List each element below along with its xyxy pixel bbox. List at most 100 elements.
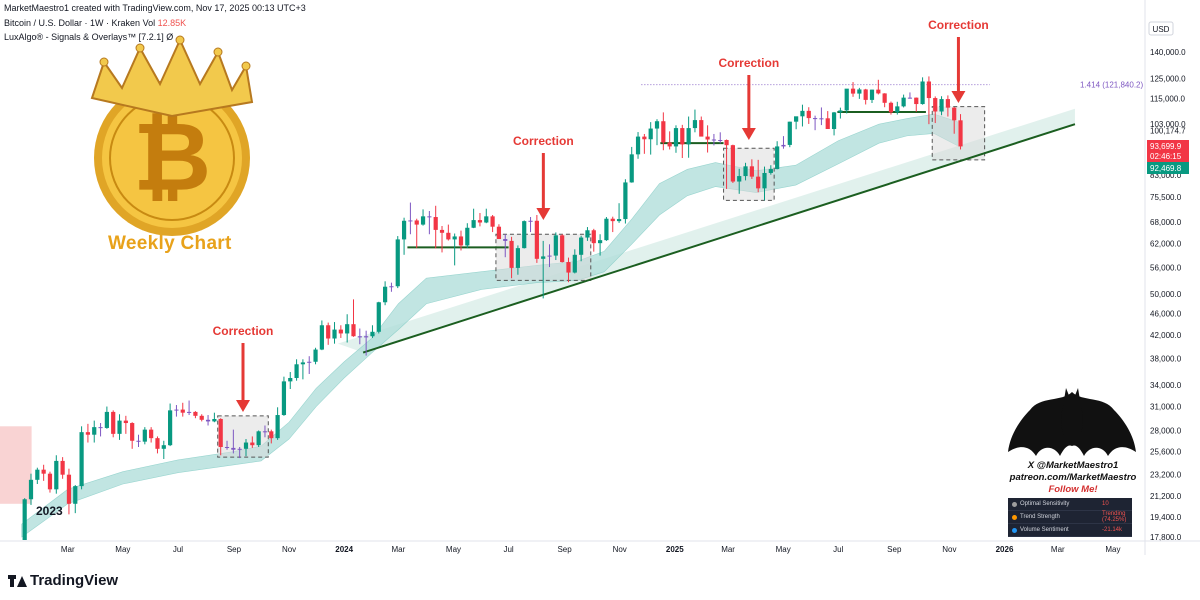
indicator-line[interactable]: LuxAlgo® - Signals & Overlays™ [7.2.1] Ø [4, 32, 174, 42]
candle [597, 234, 603, 256]
candle [585, 227, 590, 241]
candle-body [781, 144, 786, 147]
table-row: Trend Strength Trending (74.25%) [1008, 511, 1132, 524]
currency-box[interactable] [1148, 21, 1174, 36]
candle-body [477, 220, 483, 223]
candle [117, 414, 122, 440]
correction-label-3: Correction [719, 56, 780, 70]
candle [882, 93, 887, 108]
row-name: Trend Strength [1020, 514, 1060, 520]
candle-body [560, 235, 565, 263]
candle [895, 101, 900, 115]
candle-body [275, 415, 280, 439]
candle [111, 410, 116, 438]
candle-body [566, 262, 571, 273]
candle-body [591, 230, 596, 244]
candle-body [775, 146, 780, 170]
candle [604, 217, 609, 241]
time-tick-label: May [1105, 545, 1120, 554]
bat-body [1061, 398, 1083, 442]
candle [711, 133, 717, 146]
countdown-value: 02:46:15 [1150, 152, 1182, 161]
candle-body [370, 331, 375, 337]
price-tick-label: 125,000.0 [1150, 75, 1186, 84]
candle [787, 121, 792, 148]
candle-body [237, 448, 242, 450]
candle [401, 217, 407, 255]
candle-body [635, 136, 641, 155]
price-tick-label: 68,000.0 [1150, 218, 1182, 227]
price-tick-label: 115,000.0 [1150, 94, 1186, 103]
candle [465, 223, 470, 249]
candle-body [357, 336, 362, 338]
candle-body [326, 325, 331, 339]
candle-body [174, 409, 179, 411]
candle [205, 415, 211, 426]
candle-body [161, 445, 166, 449]
candle [515, 245, 520, 275]
price-tick-label: 46,000.0 [1150, 310, 1182, 319]
candle [250, 436, 255, 448]
band-price-tag: 92,469.8 [1147, 162, 1189, 174]
candle-body [420, 216, 426, 225]
correction-arrow-icon [741, 128, 756, 140]
candle-body [648, 128, 653, 140]
candle [389, 282, 394, 292]
candle [926, 76, 932, 125]
candle [54, 455, 59, 494]
row-value: Trending (74.25%) [1102, 511, 1127, 523]
candle [458, 230, 464, 251]
candle [667, 131, 672, 150]
candle-body [300, 362, 306, 365]
trendline [362, 123, 1076, 354]
tradingview-logo[interactable]: TradingView [8, 572, 118, 589]
candle-body [389, 286, 394, 288]
price-tick-label: 56,000.0 [1150, 263, 1182, 272]
candle [376, 301, 381, 334]
candle-body [383, 286, 388, 303]
candle-body [117, 420, 122, 434]
candle-body [787, 121, 792, 145]
candle [560, 234, 565, 263]
correction-label-4: Correction [928, 18, 989, 32]
price-tick-label: 19,400.0 [1150, 513, 1182, 522]
candle-body [186, 411, 192, 413]
bat-ears [1064, 388, 1080, 400]
candle [193, 411, 198, 419]
candle [357, 328, 362, 345]
crown-jewel [213, 47, 223, 57]
candle-body [395, 239, 400, 287]
candle-body [522, 221, 527, 249]
time-tick-label: May [776, 545, 791, 554]
time-tick-label: 2026 [996, 545, 1014, 554]
candle [933, 96, 938, 124]
sensitivity-icon [1012, 501, 1017, 507]
candle [155, 436, 160, 454]
candle [958, 114, 963, 150]
symbol-label[interactable]: Bitcoin / U.S. Dollar · 1W · Kraken [4, 18, 141, 28]
candle-body [332, 329, 337, 339]
candle-body [547, 255, 552, 257]
candle-body [623, 182, 628, 220]
candle-body [597, 240, 603, 244]
candle-body [111, 411, 116, 434]
candle-body [661, 121, 666, 143]
candle-body [831, 112, 837, 130]
candle [743, 162, 748, 181]
price-tick-label: 140,000.0 [1150, 48, 1186, 57]
candle [439, 226, 445, 253]
candle-body [825, 118, 830, 130]
time-tick-label: Nov [613, 545, 627, 554]
candle [775, 141, 780, 170]
candle-body [218, 418, 223, 447]
candle-body [212, 418, 217, 422]
time-tick-label: May [446, 545, 461, 554]
candle-body [718, 139, 723, 141]
plot-area [0, 76, 1076, 540]
price-axis: USD140,000.0125,000.0115,000.0103,000.01… [1144, 0, 1200, 600]
candle-body [60, 460, 65, 475]
crown-icon [90, 37, 254, 118]
candle-body [142, 429, 147, 442]
candle [351, 299, 356, 337]
